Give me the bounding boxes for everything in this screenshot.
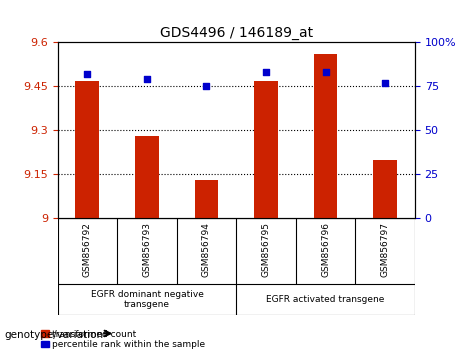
Text: EGFR activated transgene: EGFR activated transgene — [266, 295, 385, 304]
Text: GSM856792: GSM856792 — [83, 222, 92, 276]
Text: GSM856793: GSM856793 — [142, 222, 152, 276]
Text: EGFR dominant negative
transgene: EGFR dominant negative transgene — [90, 290, 203, 309]
Text: GSM856795: GSM856795 — [261, 222, 271, 276]
Point — [381, 80, 389, 86]
Text: GSM856794: GSM856794 — [202, 222, 211, 276]
Point — [143, 76, 151, 82]
Text: GSM856796: GSM856796 — [321, 222, 330, 276]
Bar — [373, 160, 397, 218]
Bar — [195, 180, 219, 218]
Text: GSM856797: GSM856797 — [381, 222, 390, 276]
Bar — [254, 81, 278, 218]
Bar — [76, 81, 99, 218]
Bar — [135, 136, 159, 218]
Point — [262, 69, 270, 75]
Text: genotype/variation: genotype/variation — [5, 330, 104, 339]
Bar — [313, 54, 337, 218]
Legend: transformed count, percentile rank within the sample: transformed count, percentile rank withi… — [41, 330, 205, 349]
Title: GDS4496 / 146189_at: GDS4496 / 146189_at — [160, 26, 313, 40]
Point — [322, 69, 329, 75]
Point — [84, 71, 91, 77]
Point — [203, 84, 210, 89]
